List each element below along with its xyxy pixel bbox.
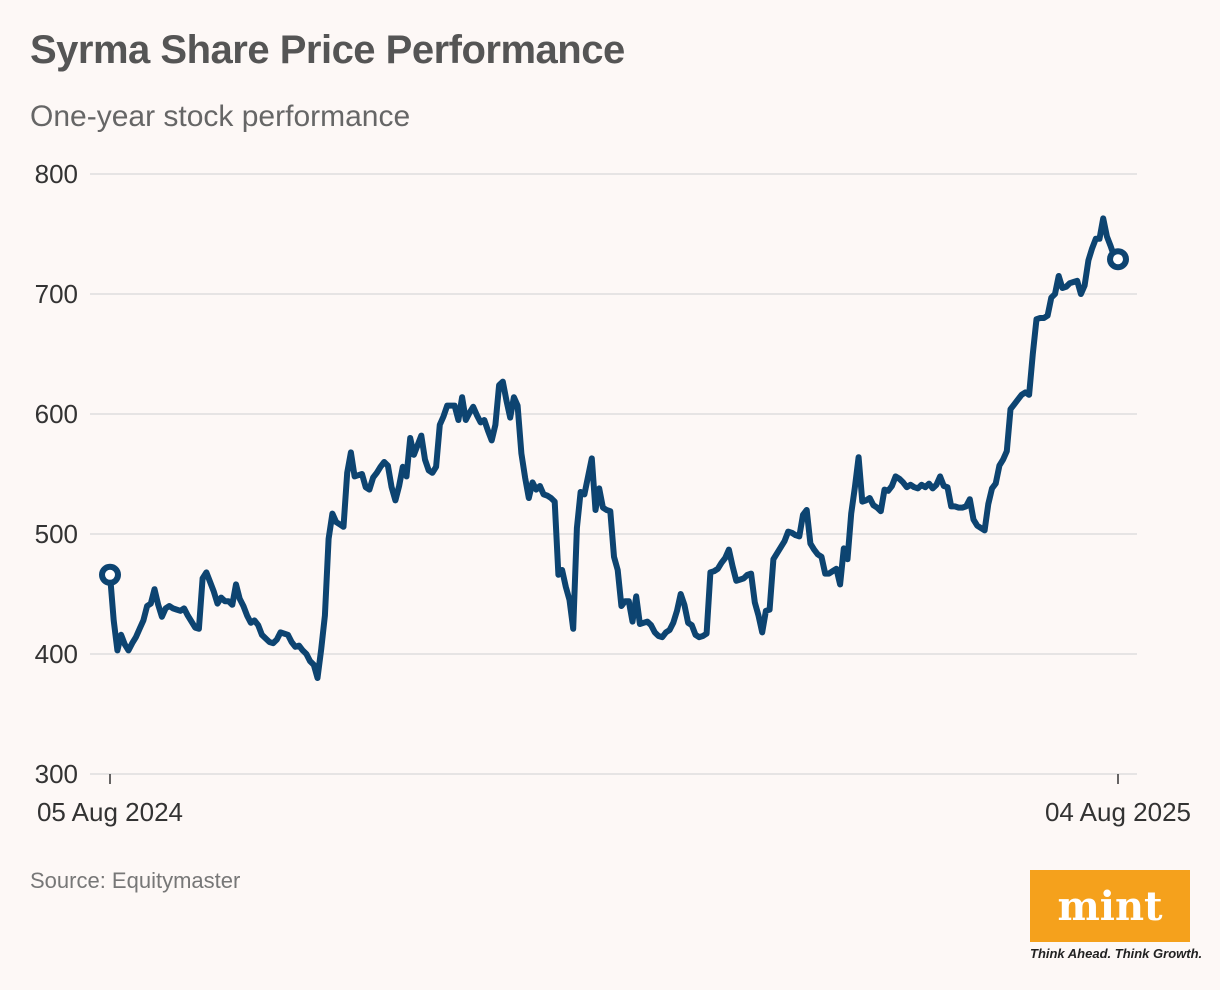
y-tick-label-400: 400 bbox=[35, 639, 78, 669]
chart-title: Syrma Share Price Performance bbox=[30, 28, 625, 72]
series-layer bbox=[99, 215, 1129, 681]
x-tick-label-0: 05 Aug 2024 bbox=[37, 797, 183, 827]
series-line-syrma bbox=[107, 215, 1121, 681]
brand-tagline: Think Ahead. Think Growth. bbox=[1030, 946, 1203, 961]
grid-lines bbox=[90, 173, 1137, 775]
y-axis-ticks: 300 400 500 600 700 800 bbox=[35, 159, 78, 789]
y-tick-label-500: 500 bbox=[35, 519, 78, 549]
end-point-marker bbox=[1107, 248, 1129, 271]
y-tick-label-300: 300 bbox=[35, 759, 78, 789]
y-tick-label-800: 800 bbox=[35, 159, 78, 189]
y-tick-label-600: 600 bbox=[35, 399, 78, 429]
mint-logo-text: mint bbox=[1057, 882, 1163, 930]
chart-subtitle: One-year stock performance bbox=[30, 100, 411, 133]
x-tick-label-1: 04 Aug 2025 bbox=[1045, 797, 1191, 827]
y-tick-label-700: 700 bbox=[35, 279, 78, 309]
source-note: Source: Equitymaster bbox=[30, 868, 241, 893]
mint-logo: mint bbox=[1030, 870, 1190, 942]
line-chart: 300 400 500 600 700 800 05 Aug 2024 04 Aug 202… bbox=[35, 159, 1191, 827]
start-point-marker bbox=[99, 563, 121, 586]
x-axis-ticks: 05 Aug 2024 04 Aug 2025 bbox=[37, 774, 1191, 827]
